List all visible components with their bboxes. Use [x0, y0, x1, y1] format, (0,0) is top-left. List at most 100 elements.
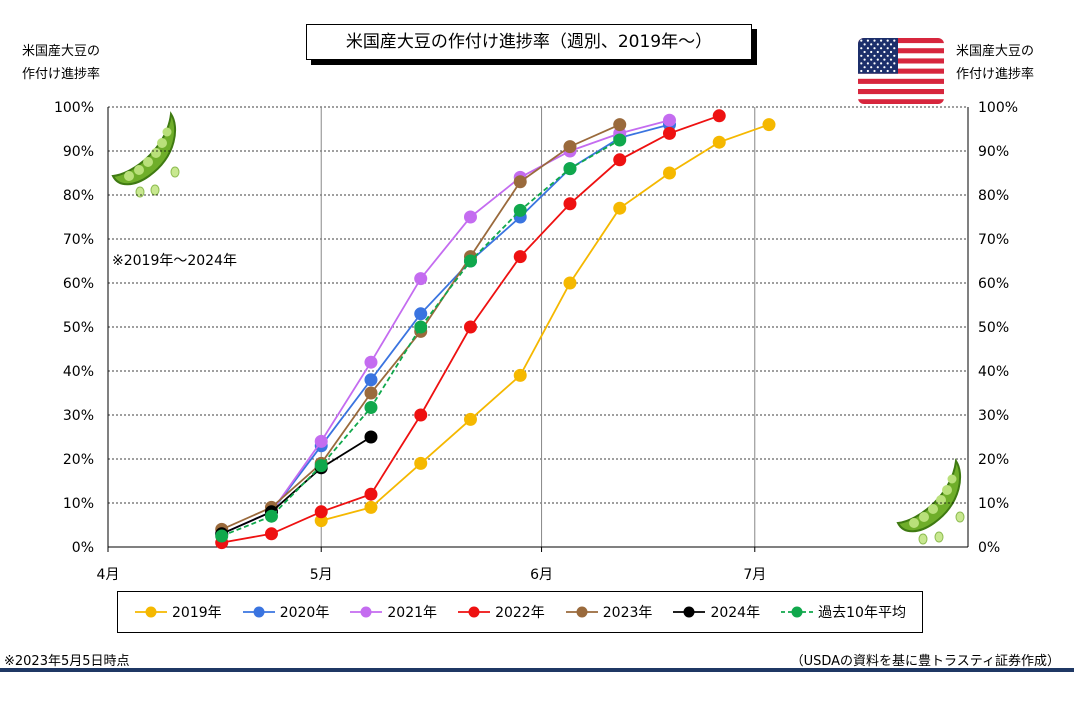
data-point — [414, 456, 428, 470]
data-point — [463, 412, 477, 426]
data-point — [712, 109, 726, 123]
source-note: （USDAの資料を基に豊トラスティ証券作成） — [790, 654, 1060, 669]
data-point — [712, 135, 726, 149]
edamame-pea-icon — [111, 111, 180, 198]
chart-legend: 2019年 2020年 2021年 2022年 2023年 2024年 過去10年平均 — [117, 591, 923, 633]
y-tick-label-right: 10% — [978, 496, 1009, 512]
y-tick-label-right: 60% — [978, 276, 1009, 292]
right-axis-title: 米国産大豆の 作付け進捗率 — [956, 44, 1035, 82]
data-point — [613, 153, 627, 167]
y-tick-label-right: 80% — [978, 188, 1009, 204]
data-point — [662, 126, 676, 140]
legend-item: 2020年 — [242, 602, 330, 622]
data-point — [364, 500, 378, 514]
range-note: ※2019年～2024年 — [112, 253, 237, 269]
x-tick-label: 4月 — [97, 567, 120, 583]
data-point — [264, 527, 278, 541]
data-point — [563, 140, 577, 154]
footnote-date: ※2023年5月5日時点 — [4, 654, 130, 669]
data-point — [613, 118, 627, 132]
bottom-divider — [0, 668, 1074, 672]
y-tick-label-left: 40% — [63, 364, 94, 380]
data-point — [314, 459, 328, 473]
data-point — [364, 487, 378, 501]
data-point — [414, 320, 428, 334]
y-tick-label-right: 40% — [978, 364, 1009, 380]
data-point — [364, 386, 378, 400]
y-tick-label-left: 0% — [72, 540, 94, 556]
data-point — [264, 509, 278, 523]
data-point — [314, 434, 328, 448]
y-tick-label-left: 70% — [63, 232, 94, 248]
chart-title: 米国産大豆の作付け進捗率（週別、2019年～） — [306, 24, 752, 60]
y-tick-label-left: 10% — [63, 496, 94, 512]
legend-label: 2022年 — [495, 605, 545, 621]
data-point — [414, 272, 428, 286]
legend-item: 2019年 — [134, 602, 222, 622]
data-point — [364, 430, 378, 444]
legend-label: 2024年 — [710, 605, 761, 621]
legend-label: 2023年 — [602, 605, 653, 621]
y-tick-label-right: 0% — [978, 540, 1000, 556]
y-tick-label-right: 100% — [978, 100, 1018, 116]
y-tick-label-left: 20% — [63, 452, 94, 468]
y-tick-label-right: 50% — [978, 320, 1009, 336]
us-flag-icon — [858, 38, 944, 104]
legend-swatch — [673, 606, 706, 618]
data-point — [563, 162, 577, 176]
legend-swatch — [458, 606, 491, 618]
data-point — [563, 197, 577, 211]
y-tick-label-right: 70% — [978, 232, 1009, 248]
legend-item: 2022年 — [457, 602, 545, 622]
series-line — [221, 119, 670, 535]
y-tick-label-right: 90% — [978, 144, 1009, 160]
y-tick-label-right: 20% — [978, 452, 1009, 468]
data-point — [513, 368, 527, 382]
left-axis-title: 米国産大豆の 作付け進捗率 — [22, 44, 101, 82]
y-tick-label-left: 90% — [63, 144, 94, 160]
legend-label: 過去10年平均 — [818, 605, 906, 621]
data-point — [762, 118, 776, 132]
legend-swatch — [350, 606, 383, 618]
data-point — [613, 201, 627, 215]
data-point — [563, 276, 577, 290]
y-tick-label-left: 50% — [63, 320, 94, 336]
data-point — [513, 250, 527, 264]
legend-swatch — [781, 606, 814, 618]
legend-swatch — [565, 606, 598, 618]
data-point — [513, 175, 527, 189]
legend-swatch — [135, 606, 168, 618]
x-tick-label: 6月 — [530, 567, 553, 583]
data-point — [314, 505, 328, 519]
series-line — [221, 139, 621, 537]
data-point — [463, 210, 477, 224]
x-tick-label: 7月 — [743, 567, 766, 583]
legend-item: 2023年 — [565, 602, 653, 622]
legend-item: 2021年 — [349, 602, 437, 622]
data-point — [414, 408, 428, 422]
data-point — [463, 320, 477, 334]
y-tick-label-left: 80% — [63, 188, 94, 204]
series-line — [320, 123, 770, 522]
data-point — [215, 529, 229, 543]
edamame-pea-icon — [896, 458, 965, 545]
data-point — [513, 203, 527, 217]
data-point — [613, 133, 627, 147]
data-point — [662, 166, 676, 180]
data-point — [662, 113, 676, 127]
x-tick-label: 5月 — [310, 567, 333, 583]
data-point — [364, 401, 378, 415]
data-point — [414, 307, 428, 321]
legend-swatch — [242, 606, 275, 618]
y-tick-label-left: 60% — [63, 276, 94, 292]
legend-item: 過去10年平均 — [780, 602, 906, 622]
series-line — [221, 123, 670, 535]
y-tick-label-left: 100% — [54, 100, 94, 116]
legend-label: 2020年 — [279, 605, 330, 621]
legend-item: 2024年 — [672, 602, 760, 622]
legend-label: 2019年 — [172, 605, 222, 621]
data-point — [364, 373, 378, 387]
y-tick-label-right: 30% — [978, 408, 1009, 424]
data-point — [364, 355, 378, 369]
